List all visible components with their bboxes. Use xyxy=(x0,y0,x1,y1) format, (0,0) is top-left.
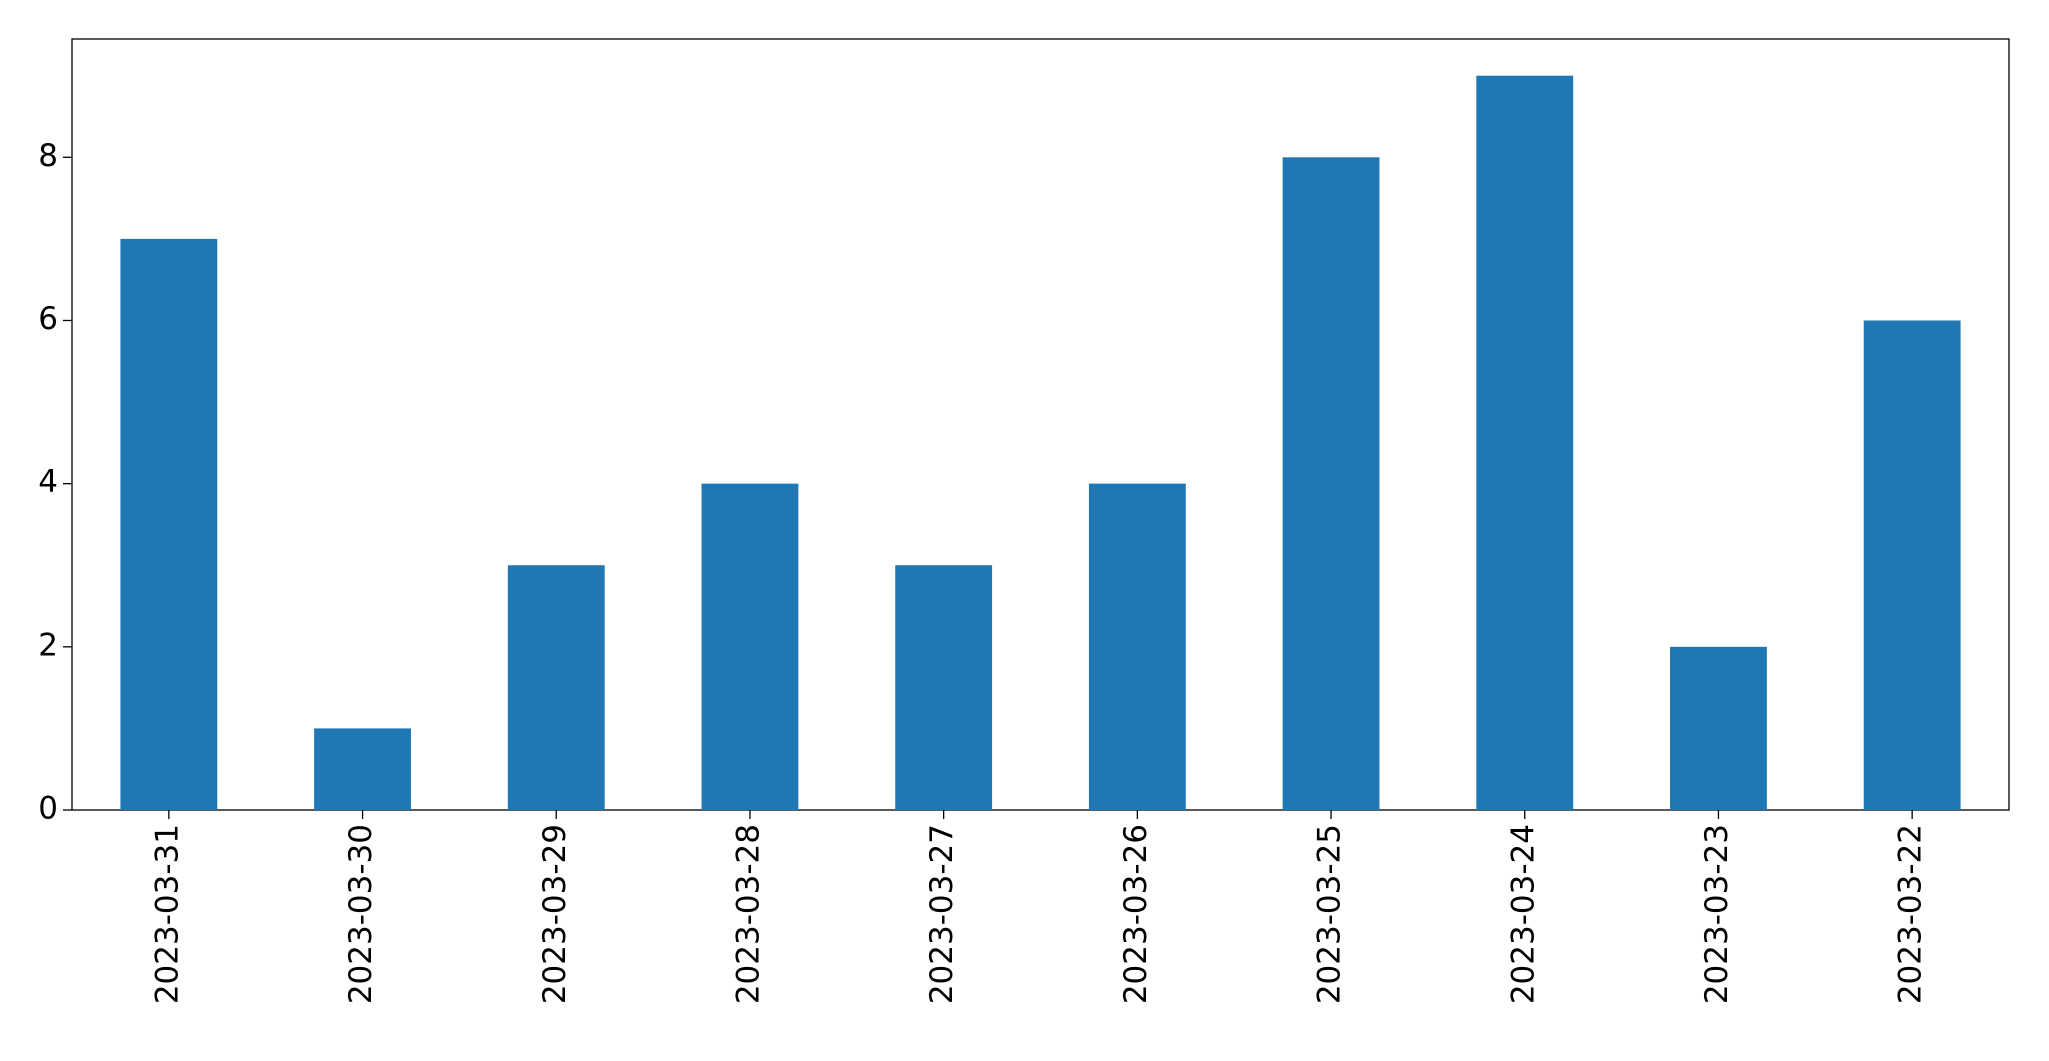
y-tick-label: 6 xyxy=(38,301,58,337)
x-tick-label: 2023-03-25 xyxy=(1312,824,1348,1004)
bar xyxy=(1670,646,1767,810)
y-tick-label: 8 xyxy=(38,138,58,174)
x-tick-label: 2023-03-31 xyxy=(149,824,185,1004)
bar xyxy=(1476,75,1574,810)
bar xyxy=(701,483,799,810)
x-tick-label: 2023-03-27 xyxy=(924,824,960,1004)
x-tick-label: 2023-03-24 xyxy=(1505,824,1541,1004)
bar xyxy=(314,728,411,810)
x-tick-label: 2023-03-30 xyxy=(343,824,379,1004)
x-tick-label: 2023-03-28 xyxy=(730,824,766,1004)
bar xyxy=(1863,320,1961,810)
y-tick-label: 0 xyxy=(38,791,58,827)
bar xyxy=(120,238,218,810)
x-tick-label: 2023-03-26 xyxy=(1118,824,1154,1004)
x-tick-label: 2023-03-29 xyxy=(537,824,573,1004)
x-tick-label: 2023-03-23 xyxy=(1699,824,1735,1004)
bar xyxy=(895,565,993,810)
bar xyxy=(1282,157,1380,811)
x-tick-label: 2023-03-22 xyxy=(1893,824,1929,1004)
y-tick-label: 2 xyxy=(38,627,58,663)
y-tick-label: 4 xyxy=(38,464,58,500)
bar xyxy=(1088,483,1186,810)
plot-frame xyxy=(71,38,2010,811)
bar xyxy=(507,565,605,810)
